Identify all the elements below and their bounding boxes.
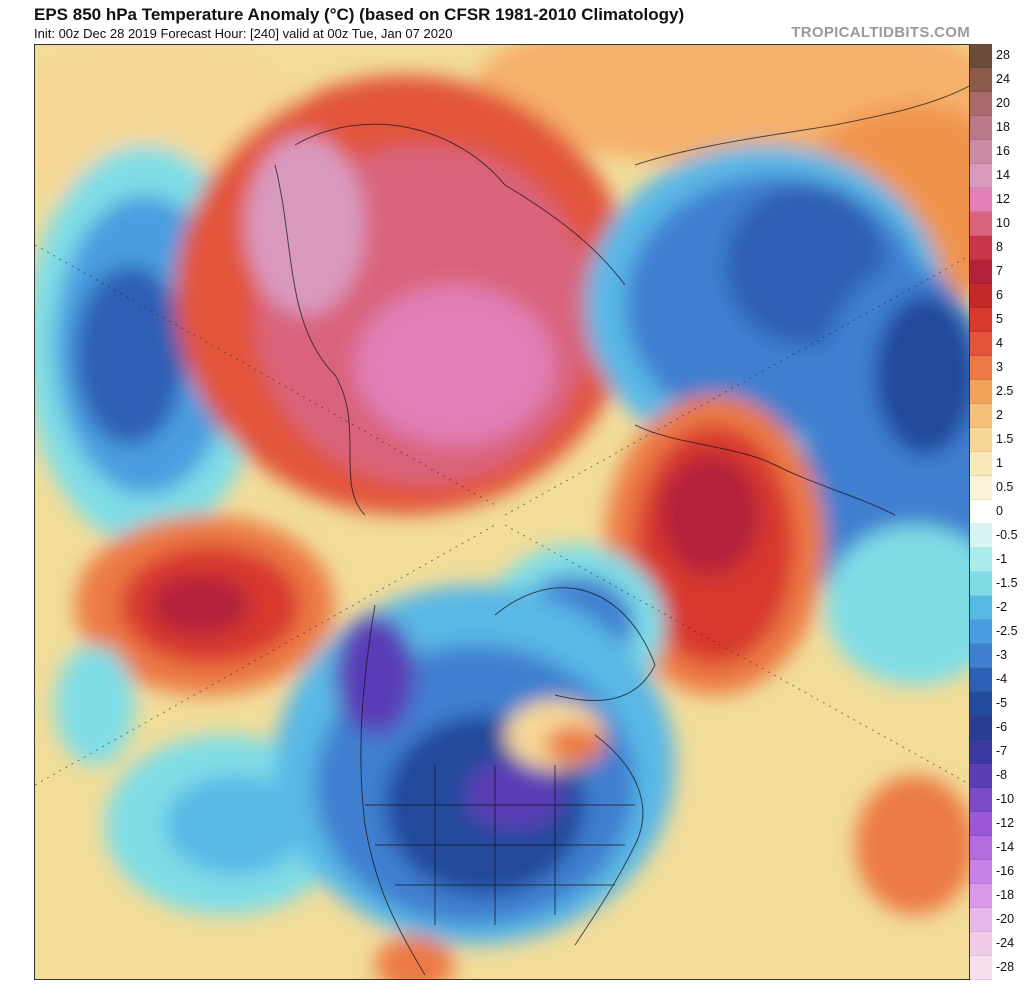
colorbar-swatch [970, 812, 992, 836]
colorbar-swatch [970, 692, 992, 716]
colorbar-swatch [970, 644, 992, 668]
colorbar-label: -5 [996, 696, 1008, 710]
brand-watermark: TROPICALTIDBITS.COM [791, 24, 970, 41]
colorbar-label: -6 [996, 720, 1008, 734]
colorbar-swatch [970, 116, 992, 140]
colorbar-label: 28 [996, 48, 1010, 62]
colorbar-label: 0.5 [996, 480, 1014, 494]
colorbar-swatch [970, 884, 992, 908]
colorbar-swatch [970, 500, 992, 524]
colorbar-swatch [970, 428, 992, 452]
colorbar-swatch [970, 620, 992, 644]
colorbar-swatch [970, 380, 992, 404]
colorbar-swatch [970, 596, 992, 620]
colorbar-swatch [970, 572, 992, 596]
colorbar-swatch [970, 860, 992, 884]
colorbar-swatch [970, 836, 992, 860]
colorbar-swatch [970, 764, 992, 788]
colorbar-label: 16 [996, 144, 1010, 158]
colorbar-label: 12 [996, 192, 1010, 206]
colorbar-label: -2 [996, 600, 1008, 614]
colorbar-label: -18 [996, 888, 1015, 902]
colorbar-swatch [970, 284, 992, 308]
colorbar-label: 3 [996, 360, 1003, 374]
colorbar-label: 1 [996, 456, 1003, 470]
colorbar-label: -1.5 [996, 576, 1018, 590]
colorbar-label: 10 [996, 216, 1010, 230]
colorbar-label: -20 [996, 912, 1015, 926]
colorbar-swatch [970, 308, 992, 332]
colorbar-swatch [970, 212, 992, 236]
colorbar-label: -10 [996, 792, 1015, 806]
colorbar-swatch [970, 908, 992, 932]
colorbar-label: -7 [996, 744, 1008, 758]
colorbar-swatch [970, 332, 992, 356]
colorbar-label: 24 [996, 72, 1010, 86]
colorbar-label: 4 [996, 336, 1003, 350]
map-title: EPS 850 hPa Temperature Anomaly (°C) (ba… [34, 5, 685, 24]
colorbar-swatch [970, 668, 992, 692]
colorbar-label: 0 [996, 504, 1003, 518]
colorbar-swatch [970, 260, 992, 284]
colorbar-label: 14 [996, 168, 1010, 182]
colorbar-swatch [970, 452, 992, 476]
colorbar-label: 6 [996, 288, 1003, 302]
colorbar-swatch [970, 716, 992, 740]
colorbar-swatch [970, 140, 992, 164]
colorbar-label: 7 [996, 264, 1003, 278]
colorbar-swatch [970, 236, 992, 260]
colorbar-label: -28 [996, 960, 1015, 974]
map-subtitle: Init: 00z Dec 28 2019 Forecast Hour: [24… [34, 26, 453, 41]
colorbar-label: -8 [996, 768, 1008, 782]
colorbar-swatch [970, 956, 992, 980]
colorbar-label: -14 [996, 840, 1015, 854]
colorbar-label: -2.5 [996, 624, 1018, 638]
colorbar-label: -12 [996, 816, 1015, 830]
colorbar-label: 5 [996, 312, 1003, 326]
anomaly-field [35, 45, 969, 979]
colorbar-label: 2.5 [996, 384, 1014, 398]
colorbar-swatch [970, 548, 992, 572]
colorbar-label: 8 [996, 240, 1003, 254]
colorbar-label: 18 [996, 120, 1010, 134]
colorbar-swatch [970, 44, 992, 68]
colorbar-swatch [970, 164, 992, 188]
colorbar-label: -4 [996, 672, 1008, 686]
colorbar-swatch [970, 932, 992, 956]
colorbar-label: 2 [996, 408, 1003, 422]
colorbar-swatch [970, 476, 992, 500]
colorbar-swatch [970, 188, 992, 212]
colorbar-legend: 28 24 20 18 16 14 12 10 8 7 6 5 4 3 2.5 2 1.5 1 0.5 0 -0.5 -1… [970, 44, 1024, 980]
colorbar-swatch [970, 740, 992, 764]
colorbar-swatch [970, 92, 992, 116]
colorbar-label: -3 [996, 648, 1008, 662]
colorbar-swatch [970, 68, 992, 92]
colorbar-swatch [970, 356, 992, 380]
colorbar-label: -24 [996, 936, 1015, 950]
anomaly-map [34, 44, 970, 980]
colorbar-label: -0.5 [996, 528, 1018, 542]
colorbar-label: 20 [996, 96, 1010, 110]
colorbar-swatch [970, 524, 992, 548]
colorbar-swatch [970, 404, 992, 428]
colorbar-label: -16 [996, 864, 1015, 878]
colorbar-label: 1.5 [996, 432, 1014, 446]
colorbar-swatch [970, 788, 992, 812]
colorbar-label: -1 [996, 552, 1008, 566]
